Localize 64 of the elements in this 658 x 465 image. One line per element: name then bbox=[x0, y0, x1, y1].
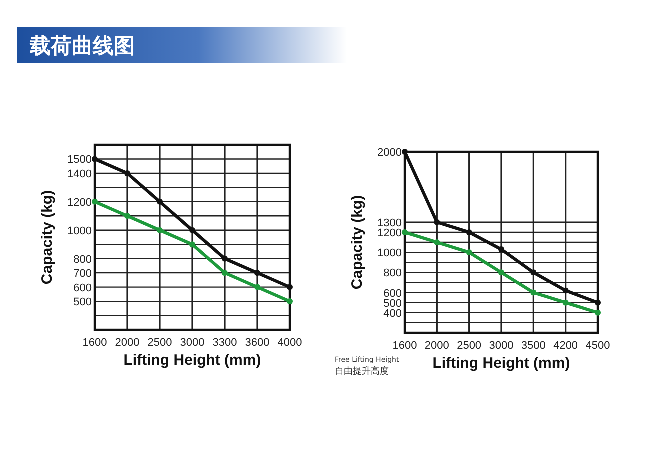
y-axis-title: Capacity (kg) bbox=[349, 195, 366, 290]
y-tick-label: 1500 bbox=[68, 154, 92, 166]
y-tick-label: 800 bbox=[384, 268, 402, 280]
point bbox=[222, 270, 228, 276]
chart-title: 载荷曲线图 bbox=[29, 34, 135, 58]
point bbox=[402, 229, 408, 236]
x-tick-label: 4000 bbox=[278, 337, 302, 349]
point bbox=[222, 256, 228, 262]
point bbox=[434, 219, 440, 226]
point bbox=[124, 170, 130, 176]
point bbox=[157, 227, 163, 234]
point bbox=[595, 300, 601, 306]
point bbox=[287, 284, 293, 290]
y-tick-label: 1200 bbox=[378, 227, 402, 240]
x-tick-label: 3600 bbox=[245, 337, 270, 349]
y-tick-label: 700 bbox=[74, 268, 92, 280]
x-tick-label: 3000 bbox=[489, 340, 514, 352]
text: 自由提升高度 bbox=[335, 366, 389, 377]
point bbox=[402, 149, 408, 155]
point bbox=[562, 300, 569, 306]
y-tick-label: 800 bbox=[74, 254, 92, 266]
point bbox=[92, 198, 98, 205]
x-axis-title: Lifting Height (mm) bbox=[432, 355, 570, 372]
x-tick-label: 4500 bbox=[586, 340, 610, 352]
y-axis-title: Capacity (kg) bbox=[39, 190, 56, 285]
point bbox=[562, 288, 569, 294]
x-tick-label: 4200 bbox=[554, 340, 578, 352]
point bbox=[124, 213, 130, 220]
point bbox=[595, 310, 601, 316]
x-tick-label: 2500 bbox=[148, 337, 172, 349]
x-axis-title: Lifting Height (mm) bbox=[124, 352, 262, 369]
point bbox=[466, 250, 472, 256]
point bbox=[530, 270, 537, 276]
point bbox=[190, 242, 196, 248]
point bbox=[466, 229, 472, 236]
y-tick-label: 1200 bbox=[68, 196, 92, 209]
x-tick-label: 3500 bbox=[521, 340, 546, 352]
y-tick-label: 1000 bbox=[378, 248, 402, 260]
point bbox=[434, 240, 440, 246]
y-tick-label: 1000 bbox=[68, 225, 92, 238]
x-tick-label: 2000 bbox=[115, 337, 140, 349]
x-tick-label: 1600 bbox=[392, 340, 418, 352]
y-tick-label: 600 bbox=[74, 282, 92, 294]
point bbox=[254, 270, 260, 276]
point bbox=[254, 284, 260, 290]
point bbox=[498, 270, 504, 276]
point bbox=[287, 298, 293, 305]
x-tick-label: 1600 bbox=[82, 337, 108, 349]
y-tick-label: 1400 bbox=[68, 168, 92, 180]
y-tick-label: 500 bbox=[74, 296, 92, 309]
point bbox=[498, 246, 504, 253]
point bbox=[92, 156, 98, 162]
x-tick-label: 3000 bbox=[180, 337, 205, 349]
x-tick-label: 2500 bbox=[457, 340, 482, 352]
y-tick-label: 500 bbox=[384, 298, 402, 310]
x-tick-label: 3300 bbox=[212, 337, 238, 349]
y-tick-label: 2000 bbox=[378, 147, 402, 159]
y-tick-label: 400 bbox=[384, 308, 402, 320]
y-tick-label: 1300 bbox=[378, 217, 402, 230]
point bbox=[190, 227, 196, 234]
point bbox=[530, 290, 537, 296]
point bbox=[157, 198, 163, 205]
x-tick-label: 2000 bbox=[424, 340, 450, 352]
y-tick-label: 600 bbox=[384, 288, 402, 300]
